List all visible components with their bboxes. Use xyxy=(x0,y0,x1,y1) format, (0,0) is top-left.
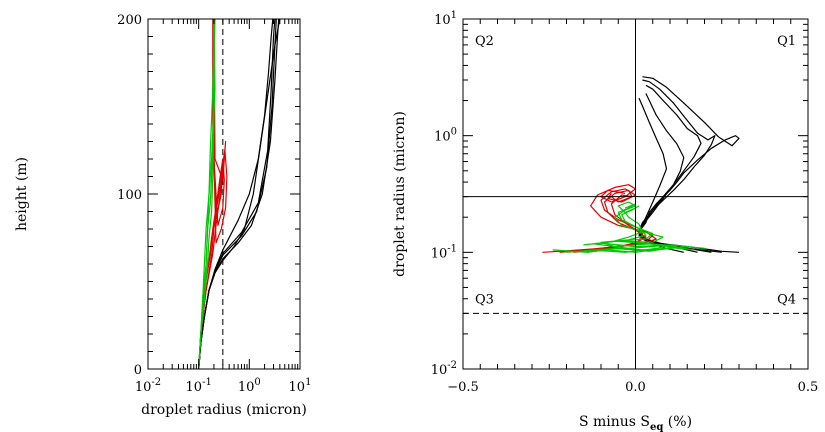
quadrant-label-q2: Q2 xyxy=(475,34,494,49)
y-tick-label: 0 xyxy=(134,363,142,378)
x-tick-label: 0.0 xyxy=(625,380,646,395)
series-line-black xyxy=(638,93,698,253)
y-tick-label: 10-1 xyxy=(431,243,457,261)
series-line-black xyxy=(638,97,684,253)
y-tick-label: 10-2 xyxy=(431,360,457,378)
series-line-red xyxy=(198,19,224,370)
y-axis-label: height (m) xyxy=(14,157,30,231)
x-tick-label: 10-1 xyxy=(186,377,212,395)
y-tick-label: 100 xyxy=(434,127,457,145)
y-axis-label: droplet radius (micron) xyxy=(392,111,408,277)
quadrant-label-q3: Q3 xyxy=(475,292,494,307)
left-panel-height-vs-radius: 10-2 10-1 100 101 0 100 200 droplet radius (mic… xyxy=(14,13,311,418)
x-axis-label: droplet radius (micron) xyxy=(141,402,307,418)
series-line-black xyxy=(198,18,276,370)
quadrant-label-q1: Q1 xyxy=(777,34,796,49)
right-panel-radius-vs-supersaturation: −0.5 0.0 0.5 10-2 10-1 100 101 Q1 Q2 Q3 Q4 S minus … xyxy=(392,10,818,432)
series-line-green xyxy=(594,207,671,253)
series-line-black xyxy=(198,18,274,370)
x-tick-label: −0.5 xyxy=(447,380,479,395)
x-tick-label: 10-2 xyxy=(135,377,161,395)
x-axis-label: S minus Seq (%) xyxy=(579,414,692,432)
series-line-green xyxy=(198,18,216,370)
x-tick-label: 101 xyxy=(289,377,312,395)
series-line-green xyxy=(198,19,215,370)
series-line-black xyxy=(638,84,712,253)
quadrant-label-q4: Q4 xyxy=(777,292,796,307)
y-tick-label: 101 xyxy=(434,10,457,28)
x-tick-label: 0.5 xyxy=(798,380,819,395)
x-tick-label: 100 xyxy=(238,377,261,395)
y-tick-label: 200 xyxy=(117,13,142,28)
y-tick-label: 100 xyxy=(117,188,142,203)
